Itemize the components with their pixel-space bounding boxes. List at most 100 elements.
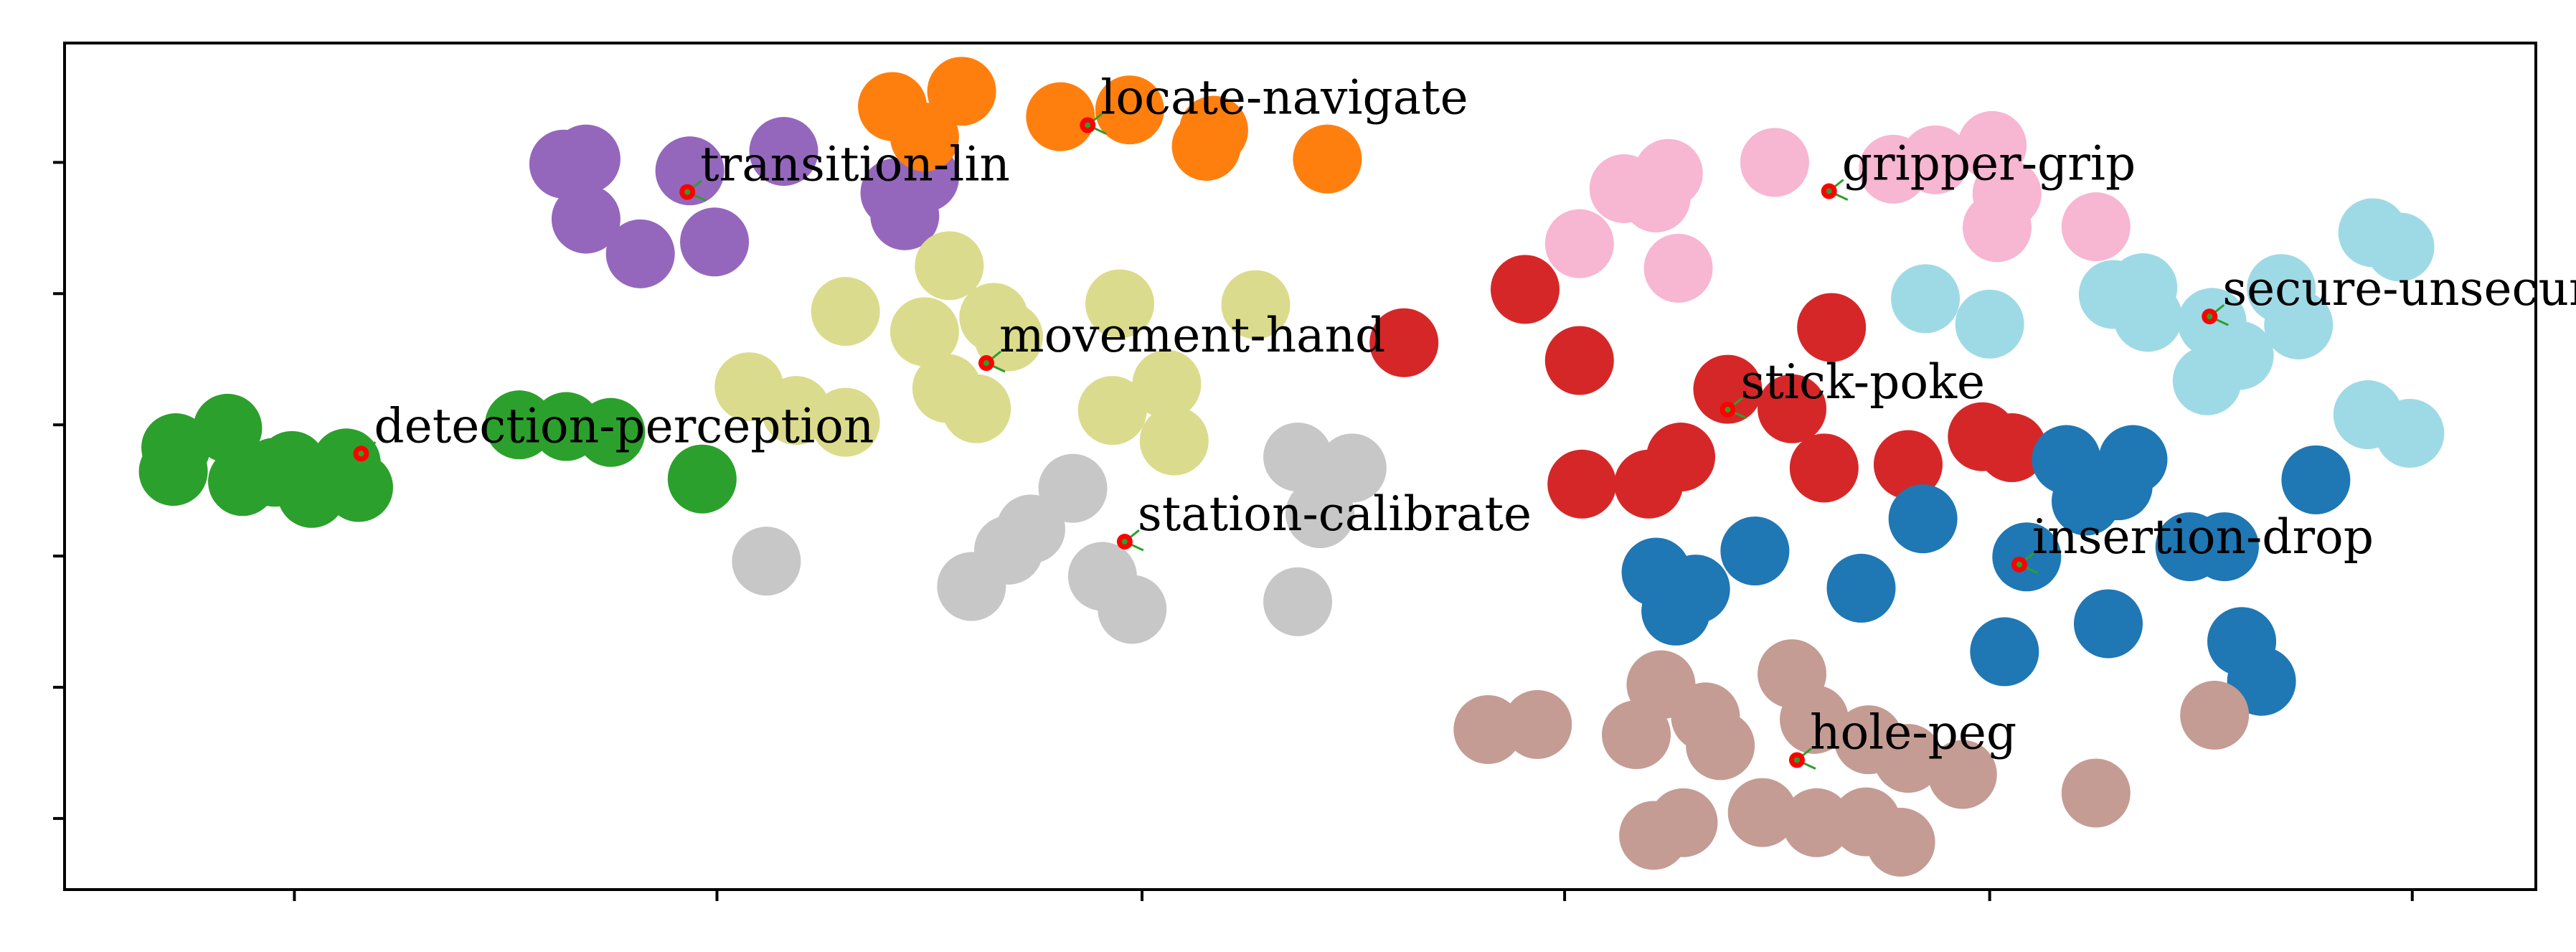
cluster-label: stick-poke [1740, 354, 1985, 410]
scatter-point [1992, 522, 2062, 592]
scatter-point [2375, 398, 2445, 468]
scatter-point [1797, 293, 1867, 362]
scatter-point [915, 231, 984, 301]
scatter-point [1077, 376, 1147, 446]
scatter-point [811, 277, 880, 347]
scatter-point [1285, 479, 1355, 549]
cluster-center-dot [1085, 122, 1091, 128]
scatter-point [1826, 553, 1896, 623]
scatter-point [2098, 425, 2168, 494]
points-layer [138, 57, 2445, 877]
scatter-point [1661, 555, 1730, 624]
scatter-point [1221, 270, 1291, 339]
scatter-point [2074, 589, 2143, 659]
scatter-point [551, 124, 621, 194]
cluster-label: transition-lin [700, 137, 1010, 192]
scatter-point [1693, 354, 1763, 424]
scatter-point [2061, 192, 2131, 262]
cluster-label: detection-perception [374, 398, 874, 453]
scatter-point [1038, 453, 1108, 523]
scatter-point [1026, 82, 1095, 151]
scatter-point [1085, 269, 1155, 339]
scatter-point [2204, 321, 2274, 390]
cluster-label: insertion-drop [2032, 509, 2374, 565]
scatter-point [973, 302, 1043, 372]
scatter-point [324, 453, 393, 522]
scatter-point [2180, 680, 2250, 750]
scatter-point [655, 136, 725, 206]
cluster-label: locate-navigate [1100, 70, 1468, 125]
cluster-labels: detection-perception transition-lin locate… [353, 70, 2576, 770]
scatter-point [680, 207, 750, 277]
cluster-center-dot [1121, 539, 1128, 545]
axis-ticks [53, 161, 2414, 901]
scatter-point [1977, 413, 2047, 483]
scatter-point [1648, 788, 1718, 857]
scatter-point [193, 393, 263, 463]
scatter-point [1955, 289, 2024, 359]
scatter-point [1780, 684, 1849, 754]
cluster-center-dot [358, 451, 364, 457]
scatter-point [1782, 788, 1851, 857]
scatter-point [2189, 512, 2259, 582]
scatter-point [1503, 689, 1572, 759]
scatter-point [732, 527, 801, 596]
scatter-point [1095, 75, 1164, 145]
scatter-point [1293, 124, 1362, 194]
scatter-point [1179, 95, 1248, 165]
cluster-center-dot [2207, 314, 2213, 320]
scatter-point [1490, 255, 1560, 324]
cluster-label: hole-peg [1810, 704, 2016, 760]
scatter-point [138, 437, 208, 506]
scatter-point [1098, 575, 1167, 644]
scatter-point [1139, 406, 1209, 476]
scatter-point [1873, 430, 1943, 499]
scatter-point [1740, 128, 1809, 197]
scatter-point [1547, 449, 1617, 519]
scatter-point [927, 57, 996, 126]
scatter-point [1263, 423, 1333, 492]
scatter-point [1888, 484, 1958, 554]
cluster-center-dot [684, 189, 691, 195]
scatter-point [749, 117, 818, 187]
scatter-point [1544, 326, 1614, 395]
scatter-point [1544, 209, 1614, 278]
scatter-point [1900, 125, 1970, 194]
scatter-point [1873, 724, 1943, 793]
scatter-point [2113, 283, 2183, 352]
scatter-point [605, 219, 675, 288]
scatter-point [942, 374, 1011, 443]
scatter-point [1132, 349, 1202, 419]
cluster-center-dot [1793, 757, 1800, 763]
scatter-point [1962, 193, 2032, 263]
cluster-center-dot [1725, 406, 1731, 413]
cluster-label: movement-hand [999, 308, 1385, 363]
scatter-point [2061, 758, 2131, 828]
scatter-point [1727, 778, 1797, 847]
scatter-point [1928, 740, 1997, 809]
scatter-point [2264, 290, 2334, 359]
scatter-point [890, 297, 959, 367]
cluster-label: secure-unsecure [2222, 261, 2576, 316]
scatter-point [2281, 445, 2351, 514]
scatter-point [1263, 567, 1333, 636]
cluster-label: gripper-grip [1842, 136, 2136, 192]
scatter-point [1686, 711, 1755, 781]
scatter-point [811, 387, 880, 457]
scatter-point [1633, 138, 1703, 208]
cluster-center-dot [1826, 188, 1832, 194]
cluster-center-dot [983, 360, 989, 367]
scatter-point [2365, 212, 2435, 282]
scatter-point [1891, 264, 1961, 334]
scatter-point [551, 184, 621, 254]
scatter-point [1866, 807, 1935, 877]
scatter-point [576, 397, 646, 467]
scatter-point [1646, 423, 1716, 492]
scatter-point [667, 444, 737, 514]
scatter-point [1758, 374, 1827, 443]
scatter-point [1789, 433, 1859, 503]
scatter-point [890, 102, 959, 171]
scatter-point [860, 158, 930, 227]
scatter-point [1970, 617, 2039, 687]
